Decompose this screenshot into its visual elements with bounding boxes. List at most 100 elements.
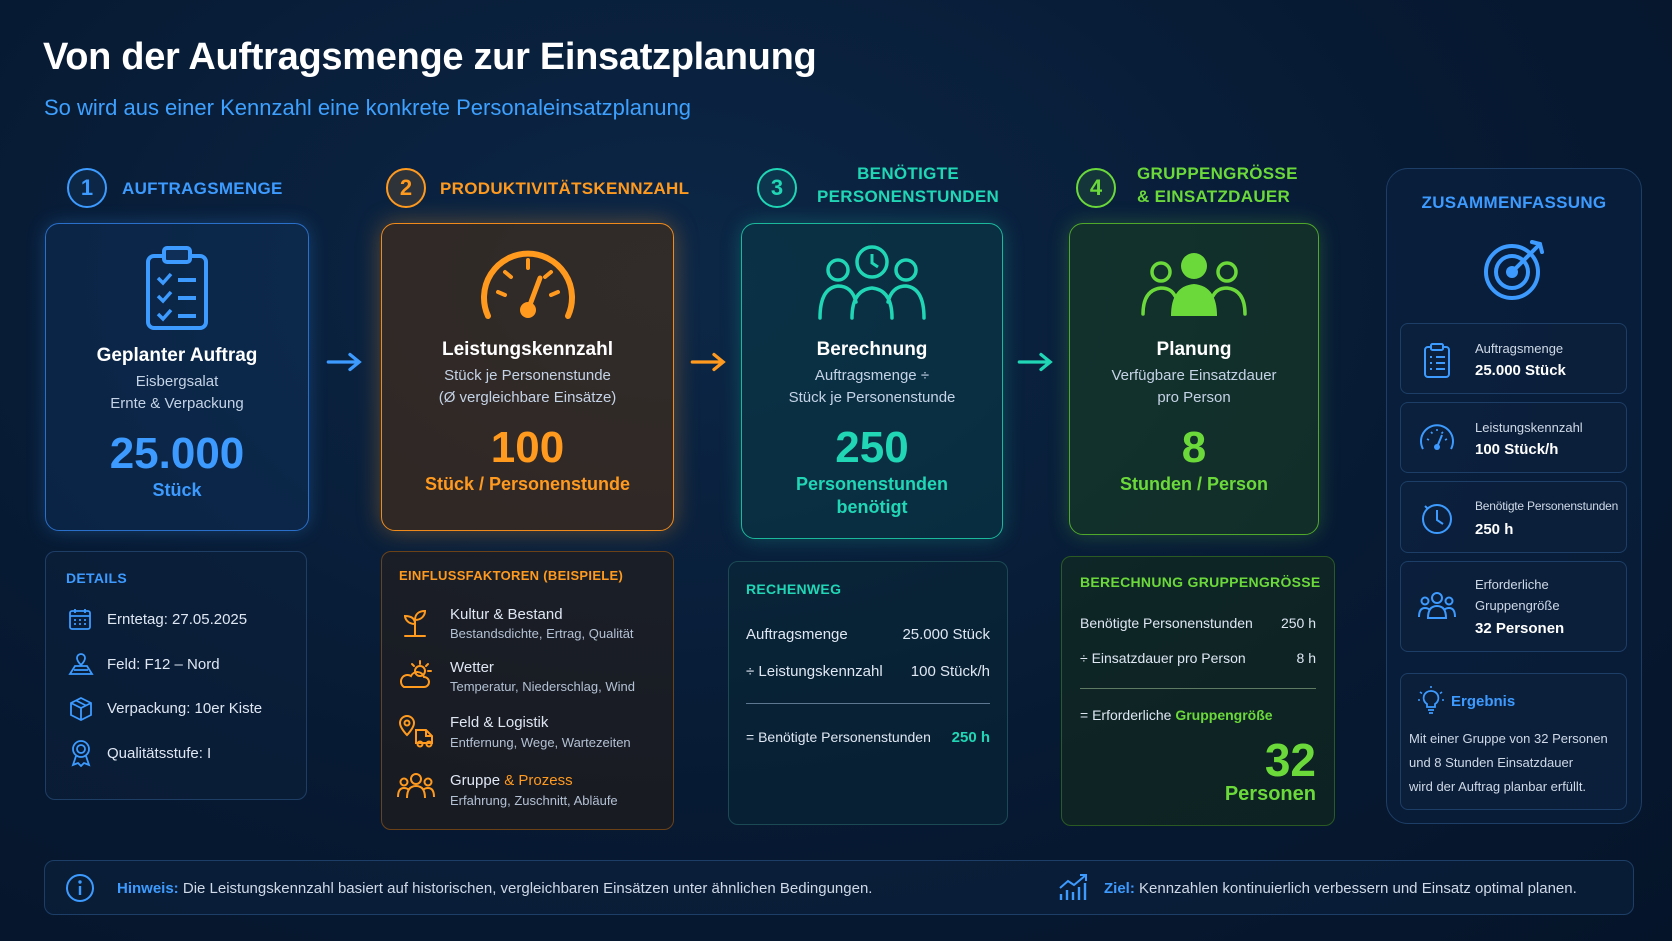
- factor-4-title-main: Gruppe: [450, 772, 501, 789]
- gruppe-result-unit: Personen: [1224, 783, 1316, 805]
- step-3-badge: 3: [757, 168, 797, 208]
- card-2-value: 100: [490, 423, 565, 472]
- details-header: DETAILS: [66, 570, 127, 586]
- rechenweg-row-2-value: 100 Stück/h: [910, 663, 990, 680]
- rechenweg-panel: RECHENWEG Auftragsmenge 25.000 Stück ÷ L…: [728, 561, 1008, 825]
- clipboard-icon: [146, 246, 208, 330]
- card-3-unit-line2: benötigt: [836, 497, 908, 517]
- summary-1-value: 25.000 Stück: [1475, 362, 1566, 379]
- gruppe-panel: BERECHNUNG GRUPPENGRÖSSE Benötigte Perso…: [1061, 556, 1335, 826]
- factor-1-desc: Bestandsdichte, Ertrag, Qualität: [450, 626, 634, 641]
- arrow-right-icon: [690, 352, 726, 372]
- summary-item-personenstunden: Benötigte Personenstunden 250 h: [1400, 481, 1627, 553]
- logistics-icon: [398, 714, 433, 748]
- step-4-badge: 4: [1076, 168, 1116, 208]
- footer-hint-label: Hinweis:: [117, 880, 179, 897]
- gruppe-result-value: 32: [1264, 734, 1316, 786]
- info-icon: [66, 874, 94, 902]
- factor-3-title: Feld & Logistik: [450, 714, 549, 731]
- card-1-desc2: Ernte & Verpackung: [110, 395, 244, 412]
- factor-4-title: Gruppe & Prozess: [450, 772, 573, 789]
- summary-result-line-3: wird der Auftrag planbar erfüllt.: [1409, 779, 1587, 794]
- rechenweg-result-value: 250 h: [951, 729, 990, 746]
- detail-verpackung: Verpackung: 10er Kiste: [107, 700, 263, 717]
- gruppe-result-prefix: = Erforderliche: [1080, 707, 1176, 723]
- factor-2-title: Wetter: [450, 659, 494, 676]
- card-4-unit: Stunden / Person: [1119, 474, 1269, 494]
- step-3-title-line1: BENÖTIGTE: [857, 164, 959, 183]
- award-icon: [71, 740, 91, 767]
- gruppe-divider: [1080, 688, 1316, 689]
- summary-4-value: 32 Personen: [1475, 620, 1565, 637]
- gruppe-row-2-label: ÷ Einsatzdauer pro Person: [1080, 650, 1246, 666]
- summary-1-label: Auftragsmenge: [1475, 341, 1564, 356]
- footer-goal-text: Kennzahlen kontinuierlich verbessern und…: [1134, 880, 1577, 897]
- step-1-badge: 1: [67, 168, 107, 208]
- rechenweg-row-1-label: Auftragsmenge: [746, 626, 848, 643]
- rechenweg-row-2-label: ÷ Leistungskennzahl: [746, 663, 883, 680]
- card-1-unit: Stück: [152, 480, 202, 500]
- summary-2-value: 100 Stück/h: [1475, 441, 1559, 458]
- gauge-icon: [480, 250, 575, 319]
- summary-3-value: 250 h: [1475, 521, 1514, 538]
- plant-icon: [403, 609, 427, 637]
- card-1-desc1: Eisbergsalat: [135, 373, 219, 390]
- gruppe-result-label: = Erforderliche Gruppengröße: [1080, 707, 1273, 723]
- footer-goal-label: Ziel:: [1104, 880, 1135, 897]
- step-4-card: Planung Verfügbare Einsatzdauer pro Pers…: [1069, 223, 1319, 535]
- factor-2-desc: Temperatur, Niederschlag, Wind: [450, 679, 635, 694]
- arrow-right-icon: [1017, 352, 1053, 372]
- step-3-card: Berechnung Auftragsmenge ÷ Stück je Pers…: [741, 223, 1003, 539]
- card-4-desc2: pro Person: [1157, 389, 1231, 406]
- footer-bar: [44, 860, 1634, 915]
- summary-result-line-1: Mit einer Gruppe von 32 Personen: [1409, 731, 1608, 746]
- factor-4-title-accent: & Prozess: [504, 772, 573, 789]
- step-2-title: PRODUKTIVITÄTSKENNZAHL: [440, 179, 690, 198]
- card-4-desc1: Verfügbare Einsatzdauer: [1111, 367, 1277, 384]
- growth-chart-icon: [1059, 874, 1087, 900]
- card-4-title: Planung: [1156, 339, 1232, 360]
- summary-4-label-line2: Gruppengröße: [1475, 598, 1560, 613]
- summary-item-leistungskennzahl: Leistungskennzahl 100 Stück/h: [1400, 402, 1627, 473]
- gruppe-result-accent: Gruppengröße: [1175, 707, 1273, 723]
- step-3-title-line2: PERSONENSTUNDEN: [817, 187, 1000, 206]
- card-3-desc2: Stück je Personenstunde: [788, 389, 956, 406]
- card-4-value: 8: [1181, 423, 1207, 472]
- summary-item-auftragsmenge: Auftragsmenge 25.000 Stück: [1400, 323, 1627, 394]
- footer-hint-text: Die Leistungskennzahl basiert auf histor…: [178, 880, 873, 897]
- summary-result-line-2: und 8 Stunden Einsatzdauer: [1409, 755, 1574, 770]
- page-subtitle: So wird aus einer Kennzahl eine konkrete…: [44, 95, 691, 120]
- step-3-title: BENÖTIGTE PERSONENSTUNDEN: [817, 162, 999, 208]
- factor-3-desc: Entfernung, Wege, Wartezeiten: [450, 735, 631, 750]
- step-4-title-line1: GRUPPENGRÖSSE: [1137, 164, 1298, 183]
- card-1-title: Geplanter Auftrag: [96, 345, 258, 366]
- gruppe-row-1-value: 250 h: [1280, 615, 1316, 631]
- rechenweg-row-1-value: 25.000 Stück: [902, 626, 990, 643]
- card-1-value: 25.000: [109, 429, 245, 478]
- card-2-title: Leistungskennzahl: [441, 339, 614, 360]
- card-3-unit-line1: Personenstunden: [795, 474, 949, 494]
- details-panel: DETAILS Erntetag: 27.05.2025 Feld: F12 –…: [45, 551, 307, 800]
- group-icon: [397, 773, 435, 799]
- factor-4-desc: Erfahrung, Zuschnitt, Abläufe: [450, 793, 618, 808]
- summary-4-label-line1: Erforderliche: [1475, 577, 1549, 592]
- card-2-desc2: (Ø vergleichbare Einsätze): [438, 389, 617, 406]
- card-3-value: 250: [835, 423, 909, 472]
- factors-panel: EINFLUSSFAKTOREN (BEISPIELE) Kultur & Be…: [381, 551, 674, 830]
- step-4-title: GRUPPENGRÖSSE & EINSATZDAUER: [1137, 162, 1298, 208]
- gruppe-header: BERECHNUNG GRUPPENGRÖSSE: [1080, 574, 1321, 590]
- people-icon: [1418, 592, 1456, 619]
- summary-item-gruppengroesse: Erforderliche Gruppengröße 32 Personen: [1400, 561, 1627, 652]
- card-3-title: Berechnung: [816, 339, 928, 360]
- card-3-desc1: Auftragsmenge ÷: [814, 367, 930, 384]
- step-2-card: Leistungskennzahl Stück je Personenstund…: [381, 223, 674, 531]
- arrow-right-icon: [326, 352, 362, 372]
- step-2-badge: 2: [386, 168, 426, 208]
- calendar-icon: [69, 609, 91, 630]
- rechenweg-divider: [746, 703, 990, 704]
- box-icon: [70, 696, 92, 722]
- gruppe-row-2-value: 8 h: [1296, 650, 1316, 666]
- card-2-desc1: Stück je Personenstunde: [444, 367, 611, 384]
- field-icon: [68, 653, 94, 675]
- factor-1-title: Kultur & Bestand: [450, 606, 563, 623]
